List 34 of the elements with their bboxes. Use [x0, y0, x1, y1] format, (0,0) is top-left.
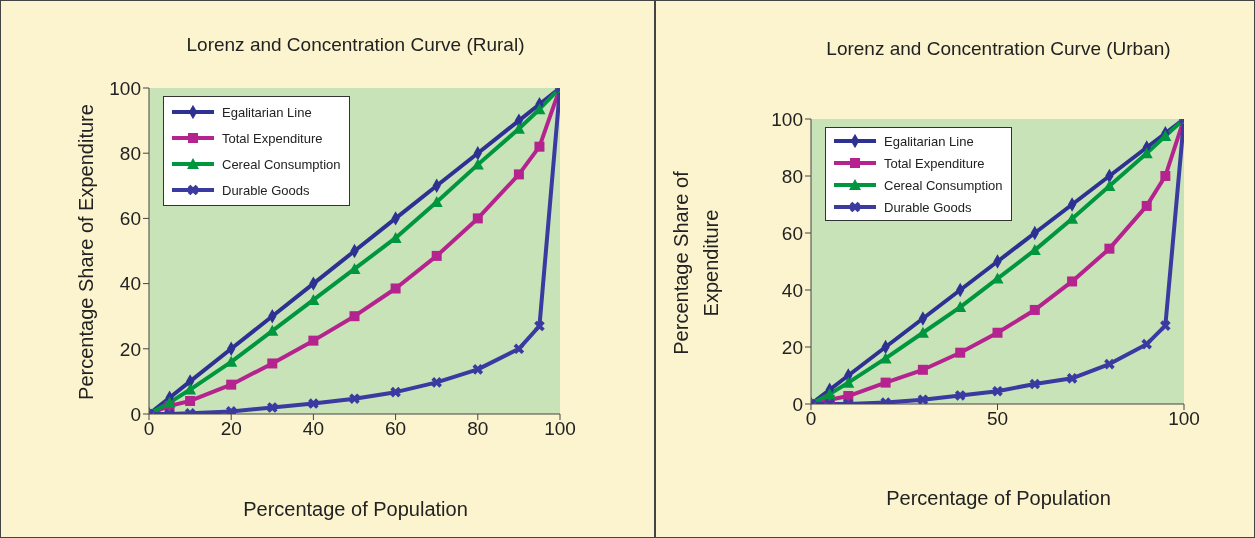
y-tick-label: 80: [781, 165, 803, 187]
y-tick-label: 0: [792, 393, 803, 415]
legend-label: Cereal Consumption: [222, 156, 341, 172]
x-tick-label: 80: [467, 418, 489, 440]
legend-label: Total Expenditure: [884, 155, 985, 171]
x-tick-label: 0: [143, 418, 155, 440]
y-tick-label: 60: [781, 222, 803, 244]
y-tick-label: 60: [119, 208, 141, 230]
chart-title: Lorenz and Concentration Curve (Rural): [185, 34, 526, 56]
y-tick-label: 100: [771, 108, 803, 130]
x-tick-label: 60: [385, 418, 407, 440]
legend-label: Total Expenditure: [222, 130, 323, 146]
y-axis-title: Percentage Share of Expenditure: [74, 103, 98, 402]
x-tick-label: 100: [1168, 408, 1200, 430]
legend-label: Durable Goods: [884, 199, 972, 215]
x-axis-title: Percentage of Population: [885, 487, 1112, 510]
x-tick-label: 0: [805, 408, 817, 430]
legend-label: Cereal Consumption: [884, 177, 1003, 193]
x-tick-label: 40: [302, 418, 324, 440]
legend-label: Egalitarian Line: [884, 133, 974, 149]
y-tick-label: 40: [119, 273, 141, 295]
y-tick-label: 20: [781, 336, 803, 358]
y-tick-label: 40: [781, 279, 803, 301]
chart-title: Lorenz and Concentration Curve (Urban): [825, 38, 1172, 60]
legend-label: Durable Goods: [222, 182, 310, 198]
y-tick-label: 100: [109, 77, 141, 99]
y-axis-title: Percentage Share of Expenditure: [669, 169, 723, 357]
x-tick-label: 20: [220, 418, 242, 440]
y-tick-label: 80: [119, 142, 141, 164]
legend-label: Egalitarian Line: [222, 104, 312, 120]
y-tick-label: 20: [119, 338, 141, 360]
x-tick-label: 50: [986, 408, 1009, 430]
x-axis-title: Percentage of Population: [242, 498, 469, 521]
x-tick-label: 100: [544, 418, 576, 440]
